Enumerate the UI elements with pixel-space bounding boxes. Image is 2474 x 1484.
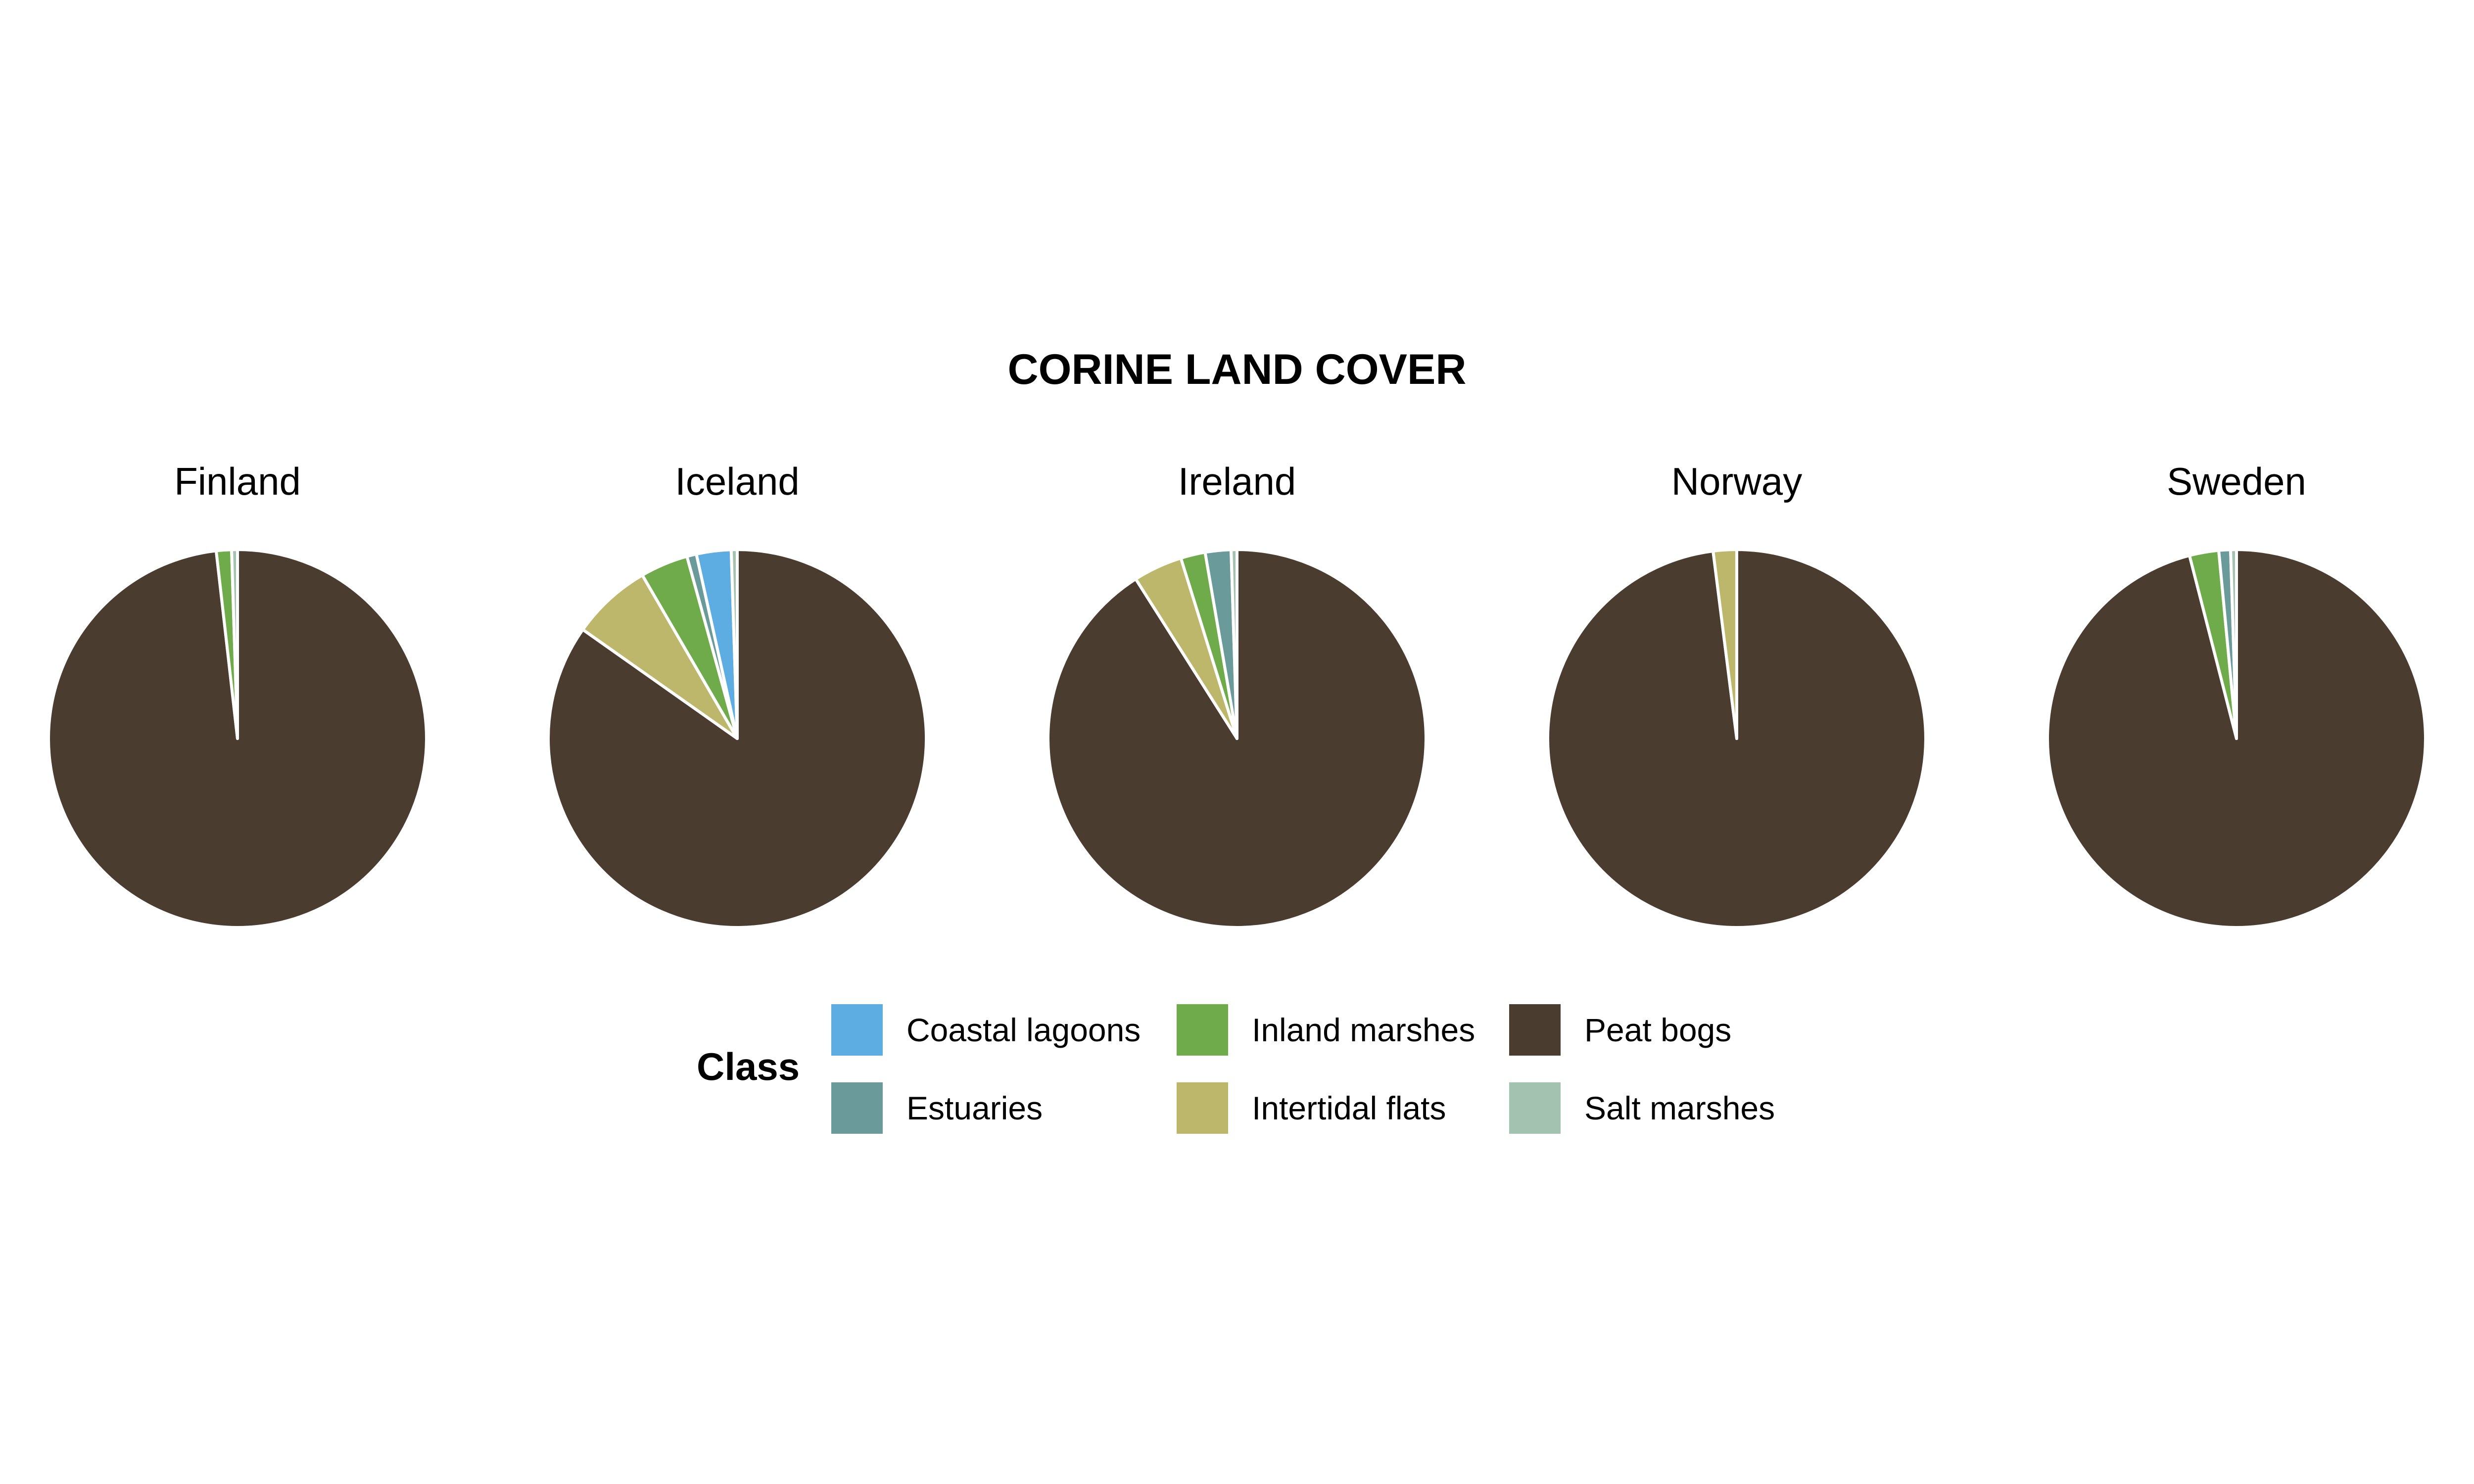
legend-swatch-peat-bogs <box>1509 1004 1561 1056</box>
pie-facets: Finland Iceland Ireland Norway Sweden <box>47 460 2427 929</box>
legend-swatch-salt-marshes <box>1509 1082 1561 1134</box>
facet-label-finland: Finland <box>174 460 301 503</box>
legend-swatch-estuaries <box>831 1082 883 1134</box>
slice-sweden-salt-marshes <box>2229 548 2238 740</box>
facet-label-sweden: Sweden <box>2167 460 2306 503</box>
legend-label-intertidal-flats: Intertidal flats <box>1252 1090 1446 1126</box>
slice-iceland-intertidal-flats <box>581 573 739 740</box>
slice-ireland-salt-marshes <box>1230 548 1238 740</box>
legend-label-peat-bogs: Peat bogs <box>1584 1012 1731 1048</box>
legend-label-coastal-lagoons: Coastal lagoons <box>906 1012 1141 1048</box>
pie-iceland: Iceland <box>547 460 928 929</box>
legend-swatch-coastal-lagoons <box>831 1004 883 1056</box>
slice-norway-intertidal-flats <box>1712 548 1738 740</box>
pie-sweden: Sweden <box>2046 460 2427 929</box>
slice-finland-salt-marshes <box>230 548 239 740</box>
legend-title: Class <box>697 1045 800 1088</box>
pie-finland: Finland <box>47 460 428 929</box>
pie-ireland: Ireland <box>1047 460 1427 929</box>
legend: Class Coastal lagoons Estuaries Inland mar… <box>697 1004 1775 1134</box>
facet-label-norway: Norway <box>1671 460 1802 503</box>
slice-iceland-salt-marshes <box>729 548 739 740</box>
pie-norway: Norway <box>1546 460 1927 929</box>
legend-swatch-inland-marshes <box>1177 1004 1228 1056</box>
legend-label-estuaries: Estuaries <box>906 1090 1043 1126</box>
legend-swatch-intertidal-flats <box>1177 1082 1228 1134</box>
facet-label-ireland: Ireland <box>1178 460 1296 503</box>
legend-label-salt-marshes: Salt marshes <box>1584 1090 1775 1126</box>
facet-label-iceland: Iceland <box>675 460 800 503</box>
chart-title: CORINE LAND COVER <box>1008 346 1467 393</box>
legend-label-inland-marshes: Inland marshes <box>1252 1012 1475 1048</box>
